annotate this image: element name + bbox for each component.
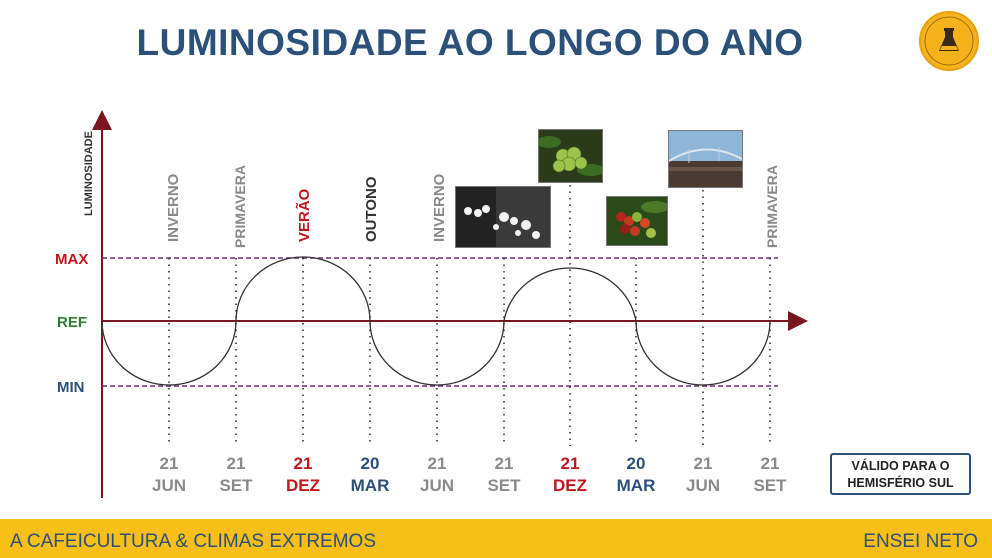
- date-day: 21: [560, 454, 580, 473]
- green-coffee-cherries-photo: [538, 129, 603, 183]
- date-label: 21 SET: [206, 453, 266, 497]
- date-label: 20 MAR: [340, 453, 400, 497]
- date-day: 21: [693, 454, 713, 473]
- date-day: 21: [494, 454, 514, 473]
- date-month: DEZ: [553, 476, 587, 495]
- date-month: DEZ: [286, 476, 320, 495]
- date-day: 20: [360, 454, 380, 473]
- date-month: JUN: [419, 476, 454, 495]
- note-line-1: VÁLIDO PARA O: [851, 459, 950, 473]
- date-label: 21 JUN: [407, 453, 467, 497]
- date-month: JUN: [685, 476, 720, 495]
- season-label-primavera-1: PRIMAVERA: [232, 165, 248, 248]
- coffee-flowers-photo: [455, 186, 551, 248]
- ripe-coffee-cherries-photo: [606, 196, 668, 246]
- coffee-drying-patio-photo: [668, 130, 743, 188]
- page-title: LUMINOSIDADE AO LONGO DO ANO: [136, 22, 804, 63]
- date-month: SET: [487, 476, 521, 495]
- validity-note: VÁLIDO PARA O HEMISFÉRIO SUL: [830, 453, 971, 495]
- date-day: 20: [626, 454, 646, 473]
- date-label: 21 SET: [740, 453, 800, 497]
- date-label: 21 SET: [474, 453, 534, 497]
- date-day: 21: [293, 454, 313, 473]
- luminosity-wave: [101, 256, 771, 386]
- logo: [919, 11, 979, 71]
- footer-author: ENSEI NETO: [863, 531, 978, 552]
- season-label-primavera-2: PRIMAVERA: [764, 165, 780, 248]
- date-label: 21 JUN: [139, 453, 199, 497]
- season-label-verao: VERÃO: [295, 188, 313, 242]
- max-label: MAX: [55, 251, 88, 268]
- date-month: SET: [753, 476, 787, 495]
- season-label-inverno-2: INVERNO: [431, 173, 448, 242]
- date-label: 21 DEZ: [273, 453, 333, 497]
- date-label: 21 DEZ: [540, 453, 600, 497]
- season-label-inverno-1: INVERNO: [165, 173, 182, 242]
- date-label: 20 MAR: [606, 453, 666, 497]
- date-day: 21: [226, 454, 246, 473]
- date-month: MAR: [616, 476, 656, 495]
- date-month: SET: [219, 476, 253, 495]
- flask-icon: [924, 16, 974, 66]
- footer-title: A CAFEICULTURA & CLIMAS EXTREMOS: [10, 531, 377, 552]
- y-axis-label: LUMINOSIDADE: [83, 131, 95, 216]
- date-day: 21: [760, 454, 780, 473]
- date-label: 21 JUN: [673, 453, 733, 497]
- date-month: JUN: [151, 476, 186, 495]
- date-day: 21: [159, 454, 179, 473]
- footer-bar: A CAFEICULTURA & CLIMAS EXTREMOS ENSEI N…: [0, 519, 992, 558]
- min-label: MIN: [57, 379, 85, 396]
- note-line-2: HEMISFÉRIO SUL: [847, 476, 954, 490]
- season-label-outono: OUTONO: [363, 176, 380, 242]
- date-month: MAR: [350, 476, 390, 495]
- luminosity-diagram: MAX REF MIN LUMINOSIDADE INVERNO PRIMAVE…: [55, 110, 808, 498]
- ref-label: REF: [57, 314, 87, 331]
- date-day: 21: [427, 454, 447, 473]
